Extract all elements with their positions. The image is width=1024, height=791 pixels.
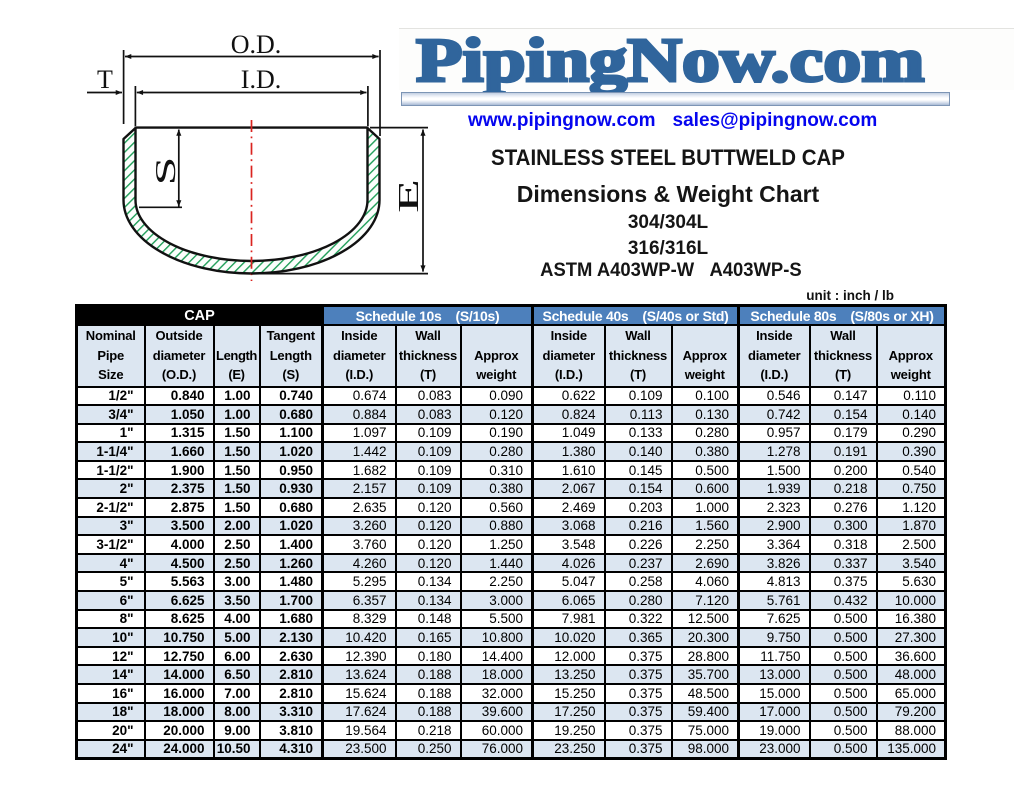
svg-text:I.D.: I.D. — [241, 65, 281, 94]
svg-text:S: S — [151, 157, 182, 186]
svg-text:T: T — [97, 65, 113, 94]
svg-text:E: E — [393, 179, 425, 213]
svg-text:O.D.: O.D. — [231, 30, 282, 59]
